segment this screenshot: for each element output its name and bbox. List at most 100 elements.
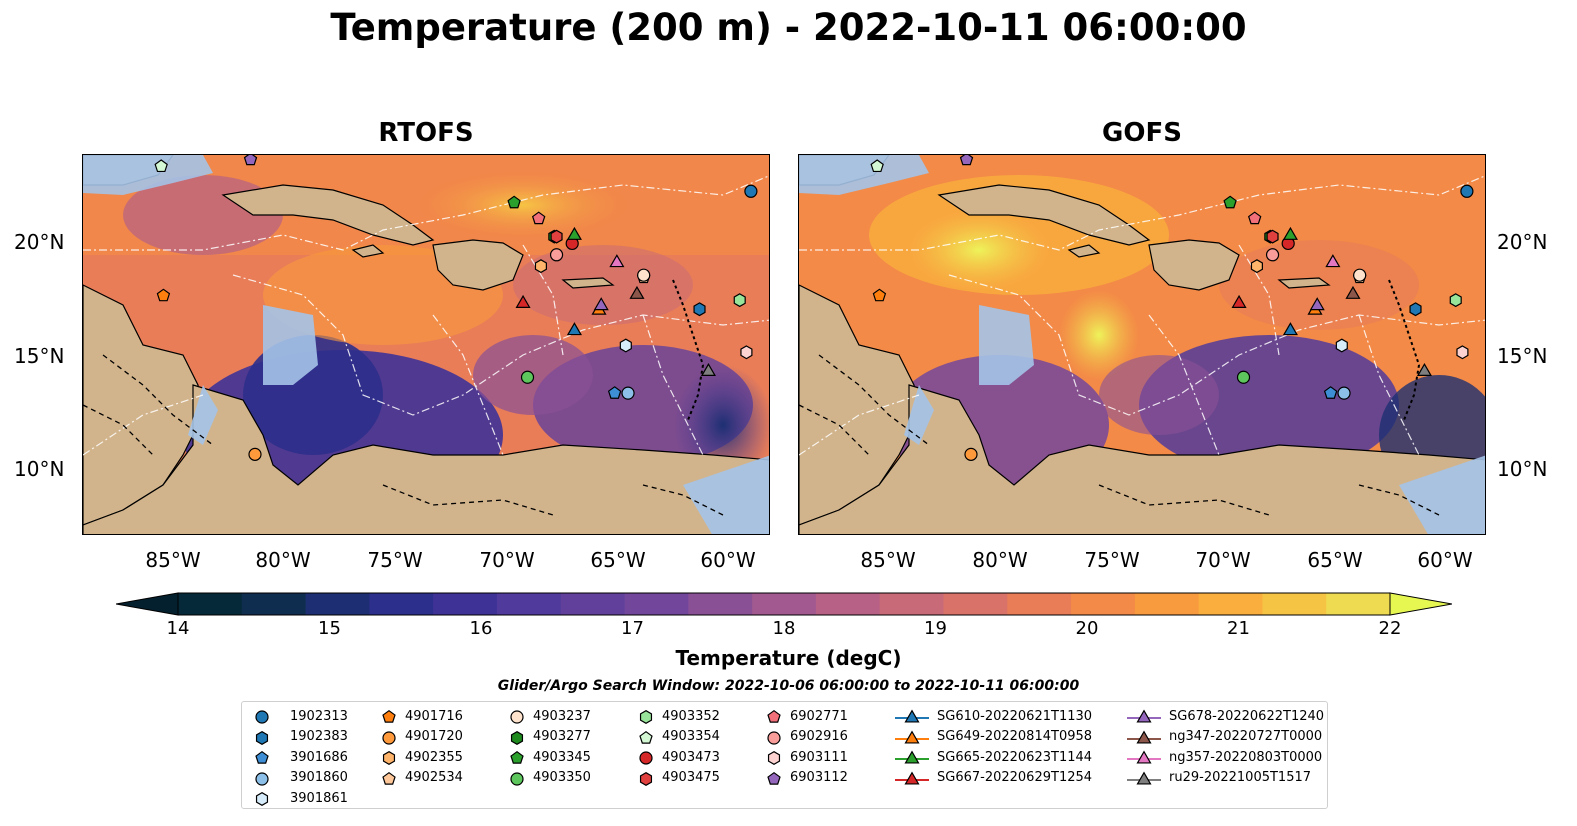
colorbar-tick-label: 20 (1075, 618, 1099, 639)
legend-marker-icon (510, 771, 524, 786)
legend-label: 4903237 (533, 708, 591, 724)
legend-marker (510, 710, 524, 724)
lon-label-gofs-75w: 75°W (1084, 548, 1140, 572)
observation-marker-3901686 (607, 386, 622, 399)
lon-label-rtofs-75w: 75°W (367, 548, 423, 572)
legend-marker-icon (1127, 709, 1161, 723)
legend-item: ng357-20220803T0000 (1127, 747, 1322, 767)
legend-label: 4903277 (533, 729, 591, 744)
observation-marker-6903112 (959, 155, 974, 166)
legend-marker (382, 730, 396, 745)
legend-item: SG678-20220622T1240 (1127, 706, 1324, 726)
observation-marker-6902771 (531, 211, 546, 225)
colorbar-segment (369, 593, 434, 615)
legend-label: SG678-20220622T1240 (1169, 708, 1325, 724)
legend-item: 4903352 (638, 706, 720, 726)
panel-title-gofs: GOFS (1102, 118, 1182, 148)
legend-marker-icon (255, 771, 269, 786)
legend-label: 6903111 (790, 749, 848, 765)
lon-label-gofs-80w: 80°W (972, 548, 1028, 572)
legend-item: 3901860 (254, 768, 348, 788)
legend-item: ru29-20221005T1517 (1127, 768, 1311, 788)
legend-label: 4903352 (662, 708, 720, 724)
legend-label: ru29-20221005T1517 (1169, 770, 1312, 785)
colorbar-segment (1198, 593, 1264, 615)
legend-marker-icon (1127, 771, 1161, 785)
legend-label: 4901720 (405, 729, 463, 744)
observation-marker-4903352 (733, 293, 746, 308)
map-rtofs-svg (83, 155, 769, 534)
legend-item: 4903277 (509, 727, 591, 747)
legend-marker-icon (639, 730, 653, 744)
legend-marker (255, 710, 269, 724)
observation-marker-sg678-20220622t1240 (1309, 297, 1325, 311)
observation-marker-4903350 (520, 370, 535, 384)
legend-label: 4903475 (662, 770, 720, 785)
legend-marker-icon (895, 730, 929, 744)
colorbar-segment (879, 593, 945, 615)
legend-item: 3901861 (254, 788, 348, 808)
colorbar-segment (752, 593, 817, 615)
colorbar-segment (241, 593, 307, 615)
observation-marker-6903112 (243, 155, 258, 166)
legend-label: 4903345 (533, 749, 591, 765)
legend-label: 6902771 (790, 708, 848, 724)
legend-marker (639, 710, 653, 724)
legend-label: 4903354 (662, 729, 720, 744)
observation-marker-4902355 (534, 259, 547, 274)
observation-marker-4903350 (1236, 370, 1251, 384)
observation-marker-6902771 (1247, 211, 1262, 225)
colorbar-segment (688, 593, 753, 615)
lon-label-rtofs-65w: 65°W (590, 548, 646, 572)
legend-item: 4903345 (509, 747, 591, 767)
legend-label: 4901716 (405, 708, 463, 724)
legend-item: 4903473 (638, 747, 720, 767)
legend-marker-icon (767, 730, 781, 745)
legend-marker (510, 730, 524, 745)
observation-marker-6903111 (1456, 345, 1469, 360)
legend-marker (382, 771, 396, 785)
legend-label: ng347-20220727T0000 (1169, 729, 1323, 744)
legend-label: 6902916 (790, 729, 848, 744)
observation-marker-6902916 (1265, 248, 1280, 262)
observation-marker-ng357-20220803t0000 (1325, 254, 1341, 268)
lat-label-left-20n: 20°N (14, 230, 65, 254)
legend-marker (510, 771, 524, 786)
observation-marker-4901716 (872, 288, 887, 302)
legend-marker (639, 751, 653, 765)
lon-label-gofs-85w: 85°W (860, 548, 916, 572)
lat-label-right-20n: 20°N (1497, 230, 1548, 254)
colorbar-segment (1134, 593, 1200, 615)
legend-item: 6902916 (766, 727, 848, 747)
legend-marker-icon (382, 771, 396, 785)
legend-label: 1902313 (290, 708, 348, 724)
colorbar-segment (1262, 593, 1327, 615)
legend-marker-icon (510, 750, 524, 764)
legend-marker-icon (767, 771, 781, 785)
colorbar-segment (178, 593, 243, 615)
observation-marker-4903237 (637, 268, 651, 282)
colorbar-tick-label: 17 (621, 618, 644, 639)
observation-marker-4903237 (1353, 268, 1367, 282)
lat-label-right-15n: 15°N (1497, 344, 1548, 368)
colorbar-segment (943, 593, 1008, 615)
legend-marker-icon (895, 771, 929, 785)
colorbar-tick-label: 21 (1227, 618, 1250, 639)
observation-markers-gofs (870, 155, 1474, 461)
lon-label-gofs-65w: 65°W (1307, 548, 1363, 572)
legend-marker-icon (510, 710, 524, 724)
observation-marker-1902383 (1409, 302, 1422, 317)
observation-marker-4903345 (1223, 195, 1237, 209)
lon-label-rtofs-70w: 70°W (479, 548, 535, 572)
legend-marker (767, 709, 781, 723)
lat-label-right-10n: 10°N (1497, 457, 1548, 481)
observation-marker-sg665-20220623t1144 (1282, 226, 1298, 240)
land (83, 155, 769, 534)
legend-marker (767, 730, 781, 745)
legend-item: 4901716 (381, 706, 463, 726)
legend-marker (255, 792, 269, 806)
legend-marker (255, 771, 269, 786)
observation-marker-1902313 (1460, 184, 1474, 198)
observation-markers-rtofs (154, 155, 758, 461)
lat-label-left-15n: 15°N (14, 344, 65, 368)
